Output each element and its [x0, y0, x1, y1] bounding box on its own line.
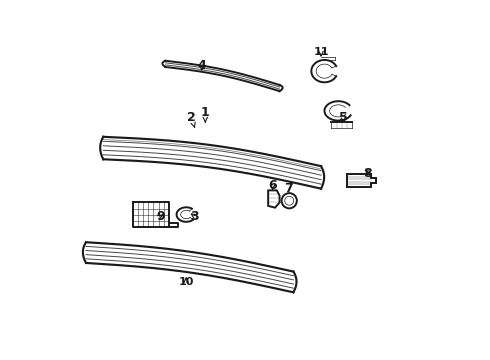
Text: 11: 11: [313, 47, 329, 57]
Text: 6: 6: [269, 179, 277, 192]
Text: 5: 5: [339, 111, 348, 124]
Text: 4: 4: [197, 59, 206, 72]
Text: 10: 10: [178, 277, 194, 287]
Text: 9: 9: [156, 210, 165, 223]
Text: 2: 2: [187, 111, 196, 127]
Text: 7: 7: [284, 182, 293, 195]
Text: 1: 1: [201, 106, 210, 122]
Text: 3: 3: [191, 210, 199, 223]
Text: 8: 8: [364, 167, 372, 180]
